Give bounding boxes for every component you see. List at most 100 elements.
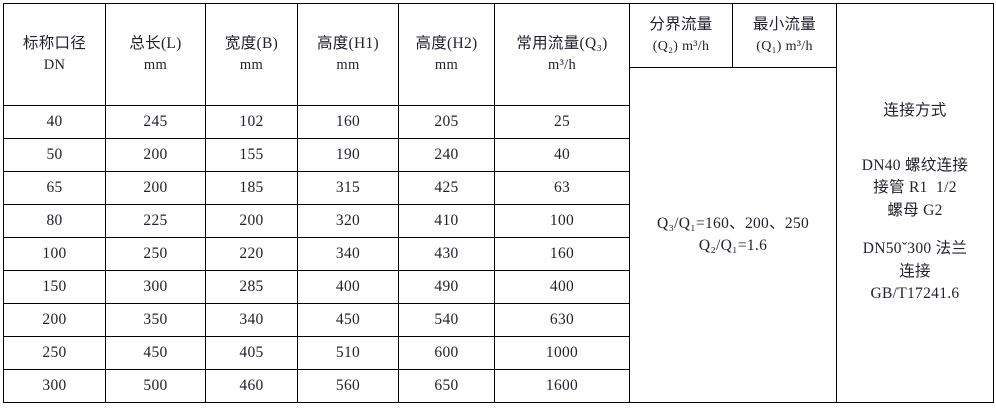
cell-height2: 425 (398, 171, 495, 205)
header-q3-line1: 常用流量(Q₃) (516, 34, 608, 52)
cell-q3: 160 (494, 237, 630, 271)
cell-height1: 320 (297, 204, 399, 238)
cell-width: 220 (205, 237, 298, 271)
cell-q3: 1000 (494, 336, 630, 370)
cell-length: 245 (105, 105, 206, 139)
cell-dn: 300 (3, 369, 106, 403)
header-width-line2: mm (239, 57, 264, 74)
header-length-line1: 总长(L) (129, 34, 182, 52)
cell-height1: 160 (297, 105, 399, 139)
table-row: 80 225 200 320 410 100 (3, 204, 994, 238)
connection-flange-line1: DN50ˇ300 法兰 (862, 240, 968, 258)
cell-q3: 630 (494, 303, 630, 337)
header-cell-height1: 高度(H1) mm (297, 3, 399, 106)
cell-dn: 200 (3, 303, 106, 337)
connection-method-cell: 连接方式 DN40 螺纹连接 接管 R1 1/2 螺母 G2 DN50ˇ300 … (836, 3, 994, 403)
cell-q3: 100 (494, 204, 630, 238)
header-height1-line1: 高度(H1) (316, 34, 380, 52)
cell-height1: 560 (297, 369, 399, 403)
cell-height2: 430 (398, 237, 495, 271)
cell-width: 285 (205, 270, 298, 304)
header-q1-line2: (Q₁) m³/h (756, 38, 813, 54)
connection-spacer-top (837, 123, 993, 139)
connection-threaded-line1: DN40 螺纹连接 (861, 156, 969, 174)
cell-width: 460 (205, 369, 298, 403)
table-row: 100 250 220 340 430 160 (3, 237, 994, 271)
cell-height2: 540 (398, 303, 495, 337)
specification-table-container: 标称口径 DN 总长(L) mm 宽度(B) mm 高度(H1) mm 高度(H… (3, 3, 994, 403)
header-connection-title: 连接方式 (883, 102, 947, 120)
cell-length: 225 (105, 204, 206, 238)
cell-height2: 650 (398, 369, 495, 403)
connection-threaded-line2: 接管 R1 1/2 (873, 179, 957, 197)
header-width-line1: 宽度(B) (224, 34, 279, 52)
cell-height1: 510 (297, 336, 399, 370)
header-cell-q3: 常用流量(Q₃) m³/h (494, 3, 630, 106)
cell-height1: 315 (297, 171, 399, 205)
connection-flange-line2: 连接 (899, 262, 931, 280)
table-header-row-top: 标称口径 DN 总长(L) mm 宽度(B) mm 高度(H1) mm 高度(H… (3, 3, 994, 403)
header-height2-line1: 高度(H2) (415, 34, 478, 52)
connection-spacer-mid (837, 222, 993, 238)
flow-ratio-line2: Q₂/Q₁=1.6 (698, 237, 768, 254)
header-dn-line2: DN (43, 57, 66, 74)
cell-height1: 400 (297, 270, 399, 304)
table-row: 40 245 102 160 205 25 (3, 105, 994, 139)
cell-length: 350 (105, 303, 206, 337)
cell-dn: 150 (3, 270, 106, 304)
header-height2-line2: mm (434, 57, 459, 74)
cell-length: 200 (105, 138, 206, 172)
cell-height1: 190 (297, 138, 399, 172)
table-row: 250 450 405 510 600 1000 (3, 336, 994, 370)
connection-spacer-top2 (837, 139, 993, 155)
cell-height2: 240 (398, 138, 495, 172)
table-row: 65 200 185 315 425 63 (3, 171, 994, 205)
connection-flange-line3: GB/T17241.6 (870, 285, 960, 303)
cell-height2: 410 (398, 204, 495, 238)
cell-length: 300 (105, 270, 206, 304)
header-q2-line1: 分界流量 (649, 16, 713, 34)
cell-length: 500 (105, 369, 206, 403)
header-q2-line2: (Q₂) m³/h (652, 38, 710, 54)
cell-length: 200 (105, 171, 206, 205)
header-q1-line1: 最小流量 (752, 16, 817, 34)
header-cell-q2: 分界流量 (Q₂) m³/h (629, 3, 733, 68)
cell-q3: 40 (494, 138, 630, 172)
cell-q3: 25 (494, 105, 630, 139)
cell-q3: 63 (494, 171, 630, 205)
cell-height2: 205 (398, 105, 495, 139)
header-q3-line2: m³/h (547, 57, 577, 74)
table-header-row-bottom: Q₃/Q₁=160、200、250 Q₂/Q₁=1.6 (4, 67, 994, 403)
cell-dn: 250 (3, 336, 106, 370)
flow-ratio-cell: Q₃/Q₁=160、200、250 Q₂/Q₁=1.6 (629, 67, 837, 403)
table-row: 300 500 460 560 650 1600 (3, 369, 994, 403)
specification-table: 标称口径 DN 总长(L) mm 宽度(B) mm 高度(H1) mm 高度(H… (3, 3, 994, 403)
header-cell-length: 总长(L) mm (105, 3, 206, 106)
cell-width: 155 (205, 138, 298, 172)
cell-q3: 1600 (494, 369, 630, 403)
cell-q3: 400 (494, 270, 630, 304)
cell-length: 250 (105, 237, 206, 271)
cell-dn: 40 (3, 105, 106, 139)
cell-dn: 80 (3, 204, 106, 238)
cell-height2: 600 (398, 336, 495, 370)
connection-threaded-line3: 螺母 G2 (887, 201, 943, 219)
cell-height1: 450 (297, 303, 399, 337)
cell-width: 185 (205, 171, 298, 205)
cell-dn: 50 (3, 138, 106, 172)
header-length-line2: mm (143, 57, 168, 74)
cell-dn: 100 (3, 237, 106, 271)
cell-width: 340 (205, 303, 298, 337)
cell-width: 102 (205, 105, 298, 139)
header-cell-q1: 最小流量 (Q₁) m³/h (732, 3, 837, 68)
cell-length: 450 (105, 336, 206, 370)
cell-height2: 490 (398, 270, 495, 304)
header-cell-height2: 高度(H2) mm (398, 3, 495, 106)
header-cell-width: 宽度(B) mm (205, 3, 298, 106)
flow-ratio-line1: Q₃/Q₁=160、200、250 (656, 214, 810, 232)
cell-height1: 340 (297, 237, 399, 271)
header-cell-dn: 标称口径 DN (3, 3, 106, 106)
table-row: 150 300 285 400 490 400 (3, 270, 994, 304)
cell-dn: 65 (3, 171, 106, 205)
cell-width: 200 (205, 204, 298, 238)
